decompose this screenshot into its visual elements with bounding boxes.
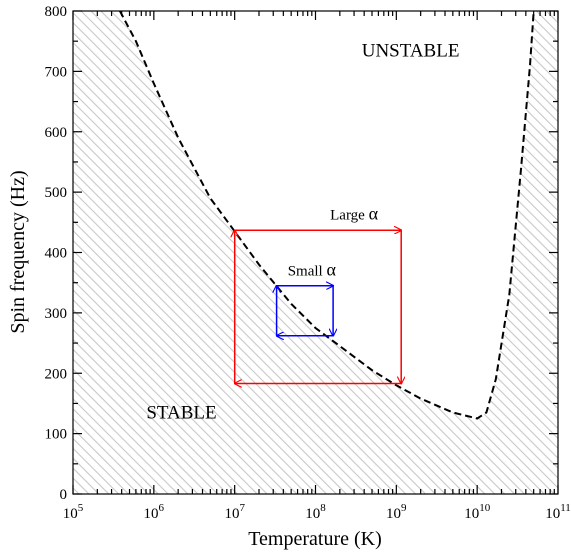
loop-small: Small α — [277, 259, 337, 335]
stable-region-hatching — [73, 11, 558, 494]
x-tick-label: 107 — [224, 502, 245, 522]
instability-curve — [119, 11, 535, 420]
x-tick-label: 109 — [386, 502, 407, 522]
y-tick-label: 700 — [45, 64, 68, 80]
y-tick-label: 200 — [45, 366, 68, 382]
x-tick-label: 1011 — [545, 502, 571, 522]
y-tick-label: 400 — [45, 246, 68, 262]
loop-large: Large α — [235, 203, 402, 383]
x-tick-label: 105 — [63, 502, 84, 522]
y-tick-label: 300 — [45, 306, 68, 322]
loop-label: Large α — [330, 203, 378, 223]
y-tick-label: 0 — [60, 487, 68, 503]
loop-label-alpha: α — [369, 203, 379, 223]
y-axis-title: Spin frequency (Hz) — [7, 170, 29, 333]
loop-label: Small α — [288, 259, 337, 279]
y-tick-label: 100 — [45, 427, 68, 443]
x-tick-label: 1010 — [464, 502, 491, 522]
y-tick-label: 500 — [45, 185, 68, 201]
loop-label-alpha: α — [326, 259, 336, 279]
x-tick-label: 108 — [305, 502, 326, 522]
x-axis-title: Temperature (K) — [248, 528, 382, 550]
y-tick-label: 800 — [45, 4, 68, 20]
y-tick-label: 600 — [45, 125, 68, 141]
region-label-stable: STABLE — [146, 403, 216, 424]
region-label-unstable: UNSTABLE — [362, 40, 460, 61]
x-tick-label: 106 — [144, 502, 165, 522]
